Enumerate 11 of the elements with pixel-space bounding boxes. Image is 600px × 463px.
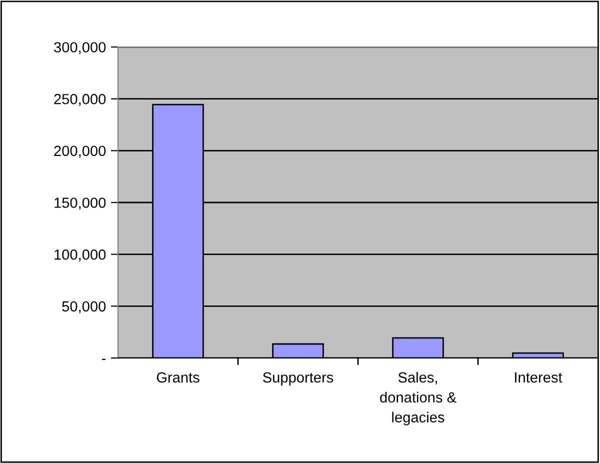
y-tick-label: 150,000 [54, 198, 106, 210]
x-tick-label: Supporters [263, 372, 334, 386]
x-tick-label: Grants [156, 372, 200, 383]
y-tick-label: 50,000 [62, 301, 106, 314]
y-tick-label: 300,000 [54, 42, 106, 54]
y-tick-label: - [102, 358, 106, 360]
x-tick-label: Sales, donations & legacies [380, 372, 456, 426]
y-tick-label: 250,000 [54, 94, 106, 106]
y-tick-label: 200,000 [54, 146, 106, 158]
y-tick-label: 100,000 [54, 249, 106, 262]
x-tick-label: Interest [515, 372, 562, 383]
